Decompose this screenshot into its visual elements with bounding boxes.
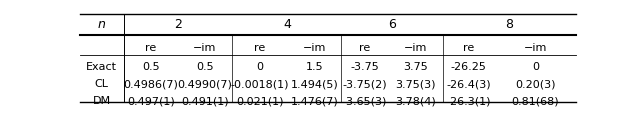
Text: re: re bbox=[254, 42, 266, 52]
Text: 0.4986(7): 0.4986(7) bbox=[124, 79, 178, 89]
Text: DM: DM bbox=[93, 96, 111, 106]
Text: 1.5: 1.5 bbox=[305, 61, 323, 71]
Text: 1.476(7): 1.476(7) bbox=[291, 96, 338, 106]
Text: re: re bbox=[463, 42, 474, 52]
Text: 0.20(3): 0.20(3) bbox=[515, 79, 556, 89]
Text: -26.3(1): -26.3(1) bbox=[446, 96, 491, 106]
Text: -26.25: -26.25 bbox=[451, 61, 486, 71]
Text: -3.65(3): -3.65(3) bbox=[343, 96, 387, 106]
Text: −im: −im bbox=[303, 42, 326, 52]
Text: $n$: $n$ bbox=[97, 18, 106, 31]
Text: -0.0018(1): -0.0018(1) bbox=[230, 79, 289, 89]
Text: 4: 4 bbox=[283, 18, 291, 31]
Text: −im: −im bbox=[404, 42, 428, 52]
Text: 0.4990(7): 0.4990(7) bbox=[177, 79, 232, 89]
Text: −im: −im bbox=[524, 42, 547, 52]
Text: -26.4(3): -26.4(3) bbox=[446, 79, 491, 89]
Text: re: re bbox=[145, 42, 156, 52]
Text: 0.81(68): 0.81(68) bbox=[511, 96, 559, 106]
Text: 3.78(4): 3.78(4) bbox=[395, 96, 436, 106]
Text: 0: 0 bbox=[532, 61, 539, 71]
Text: 3.75: 3.75 bbox=[403, 61, 428, 71]
Text: -3.75(2): -3.75(2) bbox=[342, 79, 387, 89]
Text: 2: 2 bbox=[174, 18, 182, 31]
Text: 3.75(3): 3.75(3) bbox=[396, 79, 436, 89]
Text: 0.497(1): 0.497(1) bbox=[127, 96, 175, 106]
Text: 0.021(1): 0.021(1) bbox=[236, 96, 284, 106]
Text: -3.75: -3.75 bbox=[351, 61, 380, 71]
Text: CL: CL bbox=[95, 79, 109, 89]
Text: 6: 6 bbox=[388, 18, 396, 31]
Text: 1.494(5): 1.494(5) bbox=[291, 79, 338, 89]
Text: 0.5: 0.5 bbox=[142, 61, 159, 71]
Text: re: re bbox=[359, 42, 371, 52]
Text: 0.5: 0.5 bbox=[196, 61, 214, 71]
Text: 8: 8 bbox=[506, 18, 513, 31]
Text: 0: 0 bbox=[256, 61, 263, 71]
Text: −im: −im bbox=[193, 42, 217, 52]
Text: Exact: Exact bbox=[86, 61, 117, 71]
Text: 0.491(1): 0.491(1) bbox=[181, 96, 229, 106]
